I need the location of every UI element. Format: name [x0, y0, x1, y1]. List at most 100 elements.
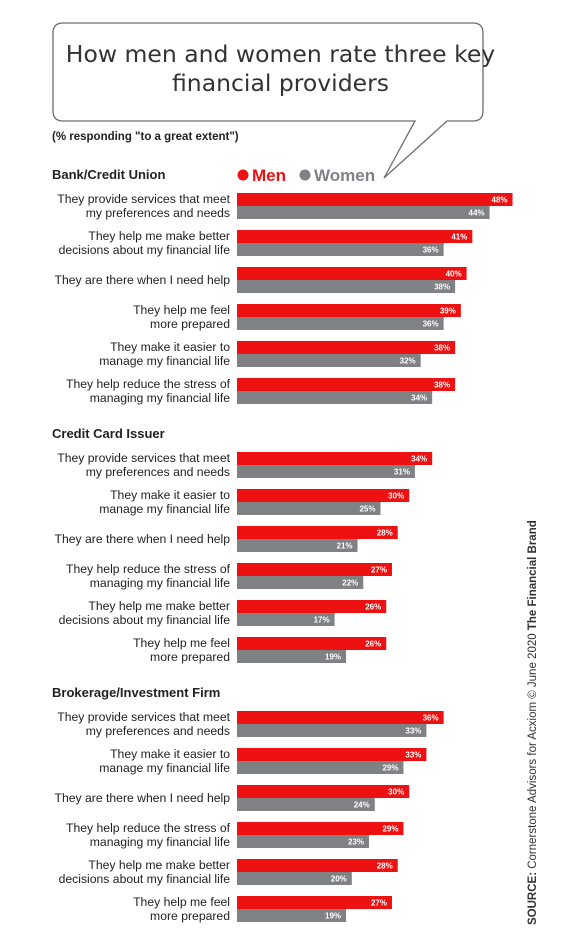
data-label-women: 31% — [394, 468, 410, 477]
bar-women — [237, 613, 335, 626]
bar-men — [237, 637, 387, 650]
data-label-men: 30% — [388, 492, 404, 501]
bar-men — [237, 822, 404, 835]
data-label-men: 36% — [423, 714, 439, 723]
data-label-women: 20% — [331, 875, 347, 884]
bar-men — [237, 304, 461, 317]
category-label: They are there when I need help — [55, 273, 231, 287]
category-label: manage my financial life — [99, 761, 230, 775]
source-prefix: SOURCE: — [527, 871, 539, 925]
bar-women — [237, 206, 490, 219]
data-label-men: 39% — [440, 307, 456, 316]
bar-men — [237, 896, 392, 909]
speech-bubble — [52, 22, 484, 179]
data-label-men: 48% — [492, 196, 508, 205]
bar-women — [237, 724, 427, 737]
chart-title: How men and women rate three key financi… — [65, 40, 496, 97]
data-label-women: 19% — [325, 912, 341, 921]
data-label-women: 36% — [423, 246, 439, 255]
bar-women — [237, 280, 456, 293]
bar-women — [237, 354, 421, 367]
data-label-men: 30% — [388, 788, 404, 797]
data-label-men: 28% — [377, 529, 393, 538]
data-label-women: 23% — [348, 838, 364, 847]
data-label-women: 33% — [405, 727, 421, 736]
category-label: They help me feel — [133, 895, 230, 909]
category-label: decisions about my financial life — [59, 243, 231, 257]
legend-men-label: Men — [252, 166, 286, 185]
bar-men — [237, 489, 410, 502]
bar-women — [237, 317, 444, 330]
source-text: Cornerstone Advisors for Acxiom © June 2… — [527, 633, 539, 869]
bar-women — [237, 243, 444, 256]
category-label: manage my financial life — [99, 354, 230, 368]
category-label: They make it easier to — [110, 747, 230, 761]
bar-women — [237, 576, 364, 589]
category-label: my preferences and needs — [86, 724, 230, 738]
data-label-women: 44% — [469, 209, 485, 218]
bar-men — [237, 711, 444, 724]
category-label: They help me make better — [88, 599, 230, 613]
bar-men — [237, 785, 410, 798]
data-label-men: 41% — [451, 233, 467, 242]
bar-men — [237, 452, 433, 465]
category-label: more prepared — [150, 317, 230, 331]
category-label: my preferences and needs — [86, 206, 230, 220]
bar-men — [237, 341, 456, 354]
data-label-women: 22% — [342, 579, 358, 588]
bar-men — [237, 526, 398, 539]
category-label: They provide services that meet — [57, 710, 230, 724]
data-label-women: 24% — [354, 801, 370, 810]
category-label: They help reduce the stress of — [66, 821, 231, 835]
category-label: They provide services that meet — [57, 451, 230, 465]
category-label: my preferences and needs — [86, 465, 230, 479]
data-label-women: 19% — [325, 653, 341, 662]
source-brand: The Financial Brand — [527, 520, 539, 631]
data-label-men: 26% — [365, 603, 381, 612]
data-label-women: 29% — [382, 764, 398, 773]
category-label: They provide services that meet — [57, 192, 230, 206]
group-title: Bank/Credit Union — [52, 167, 165, 182]
data-label-men: 38% — [434, 381, 450, 390]
bar-men — [237, 230, 473, 243]
category-label: They make it easier to — [110, 340, 230, 354]
data-label-women: 38% — [434, 283, 450, 292]
group-title: Credit Card Issuer — [52, 426, 165, 441]
category-label: They help reduce the stress of — [66, 377, 231, 391]
bar-men — [237, 563, 392, 576]
category-label: decisions about my financial life — [59, 872, 231, 886]
category-label: They help me make better — [88, 858, 230, 872]
category-label: managing my financial life — [90, 391, 230, 405]
data-label-women: 32% — [400, 357, 416, 366]
category-label: They help me feel — [133, 636, 230, 650]
data-label-women: 21% — [337, 542, 353, 551]
category-label: more prepared — [150, 650, 230, 664]
data-label-men: 27% — [371, 899, 387, 908]
data-label-men: 33% — [405, 751, 421, 760]
category-label: managing my financial life — [90, 835, 230, 849]
legend-women-marker — [299, 169, 311, 181]
bar-women — [237, 465, 415, 478]
data-label-men: 29% — [382, 825, 398, 834]
data-label-women: 25% — [359, 505, 375, 514]
bar-women — [237, 909, 347, 922]
chart-subtitle: (% responding "to a great extent") — [52, 131, 239, 143]
bar-men — [237, 267, 467, 280]
category-label: They help me make better — [88, 229, 230, 243]
bar-women — [237, 835, 370, 848]
data-label-men: 34% — [411, 455, 427, 464]
bar-men — [237, 600, 387, 613]
data-label-women: 17% — [314, 616, 330, 625]
category-label: more prepared — [150, 909, 230, 923]
category-label: They help reduce the stress of — [66, 562, 231, 576]
legend-men-marker — [237, 169, 249, 181]
category-label: decisions about my financial life — [59, 613, 231, 627]
data-label-men: 38% — [434, 344, 450, 353]
data-label-men: 40% — [446, 270, 462, 279]
bar-men — [237, 859, 398, 872]
bar-women — [237, 872, 352, 885]
data-label-women: 34% — [411, 394, 427, 403]
bar-men — [237, 193, 513, 206]
bar-women — [237, 391, 433, 404]
